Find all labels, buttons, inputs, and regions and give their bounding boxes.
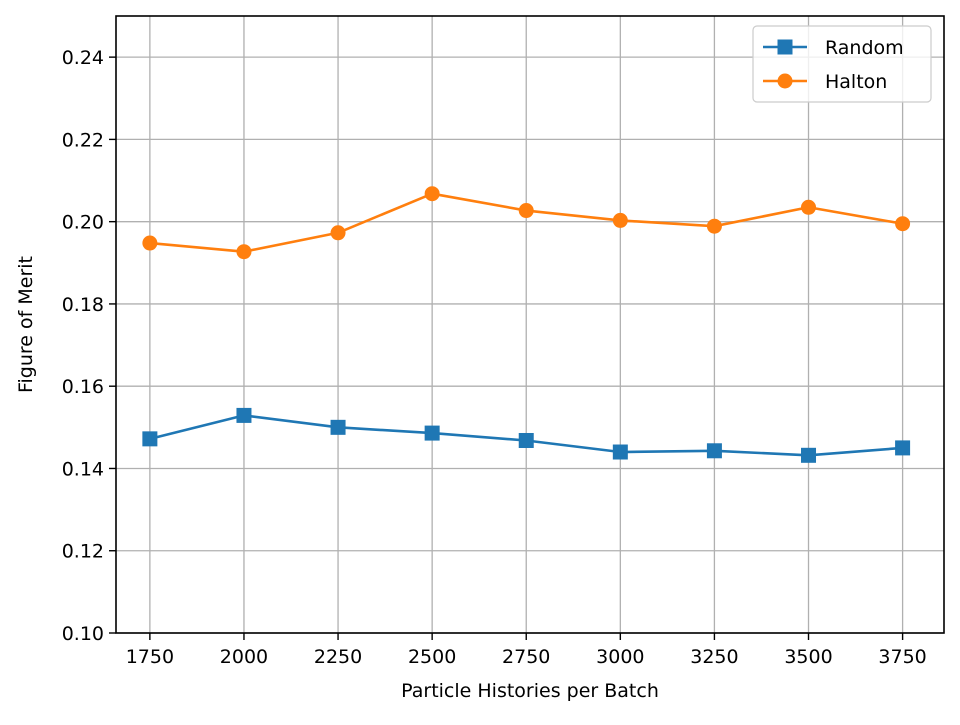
x-tick-label: 3750 xyxy=(878,646,926,668)
data-point-random xyxy=(895,440,911,456)
y-tick-label: 0.16 xyxy=(62,376,104,398)
x-tick-label: 2500 xyxy=(408,646,456,668)
data-point-halton xyxy=(424,186,440,202)
x-tick-label: 2000 xyxy=(220,646,268,668)
series-halton xyxy=(142,186,911,260)
series-group xyxy=(142,186,911,463)
legend-marker-random xyxy=(777,39,793,55)
x-tick-label: 3500 xyxy=(784,646,832,668)
data-point-random xyxy=(424,425,440,441)
y-tick-label: 0.14 xyxy=(62,458,104,480)
data-point-halton xyxy=(895,216,911,232)
data-point-halton xyxy=(612,212,628,228)
x-axis-label: Particle Histories per Batch xyxy=(401,680,659,702)
x-tick-label: 1750 xyxy=(126,646,174,668)
data-point-halton xyxy=(236,244,252,260)
series-random xyxy=(142,407,911,463)
x-tick-label: 2250 xyxy=(314,646,362,668)
data-point-halton xyxy=(801,199,817,215)
x-tick-label: 2750 xyxy=(502,646,550,668)
legend-label-random: Random xyxy=(825,37,904,59)
data-point-random xyxy=(612,444,628,460)
data-point-random xyxy=(801,447,817,463)
y-tick-label: 0.24 xyxy=(62,47,104,69)
y-tick-label: 0.10 xyxy=(62,623,104,645)
y-tick-label: 0.22 xyxy=(62,129,104,151)
y-tick-label: 0.12 xyxy=(62,541,104,563)
y-tick-label: 0.20 xyxy=(62,212,104,234)
legend-marker-halton xyxy=(777,73,793,89)
data-point-halton xyxy=(330,225,346,241)
legend: Random Halton xyxy=(752,25,932,103)
legend-box xyxy=(752,25,932,103)
axis-ticks: 1750 2000 2250 2500 2750 3000 3250 3500 3750 0.10… xyxy=(62,47,927,668)
plot-frame xyxy=(115,15,945,634)
data-point-halton xyxy=(518,203,534,219)
data-point-random xyxy=(518,432,534,448)
x-tick-label: 3250 xyxy=(690,646,738,668)
data-point-halton xyxy=(706,218,722,234)
data-point-random xyxy=(706,443,722,459)
data-point-random xyxy=(142,431,158,447)
x-tick-label: 3000 xyxy=(596,646,644,668)
data-point-random xyxy=(236,407,252,423)
legend-label-halton: Halton xyxy=(825,71,887,93)
y-axis-label: Figure of Merit xyxy=(15,256,37,393)
data-point-random xyxy=(330,419,346,435)
grid xyxy=(116,16,944,634)
data-point-halton xyxy=(142,235,158,251)
y-tick-label: 0.18 xyxy=(62,294,104,316)
